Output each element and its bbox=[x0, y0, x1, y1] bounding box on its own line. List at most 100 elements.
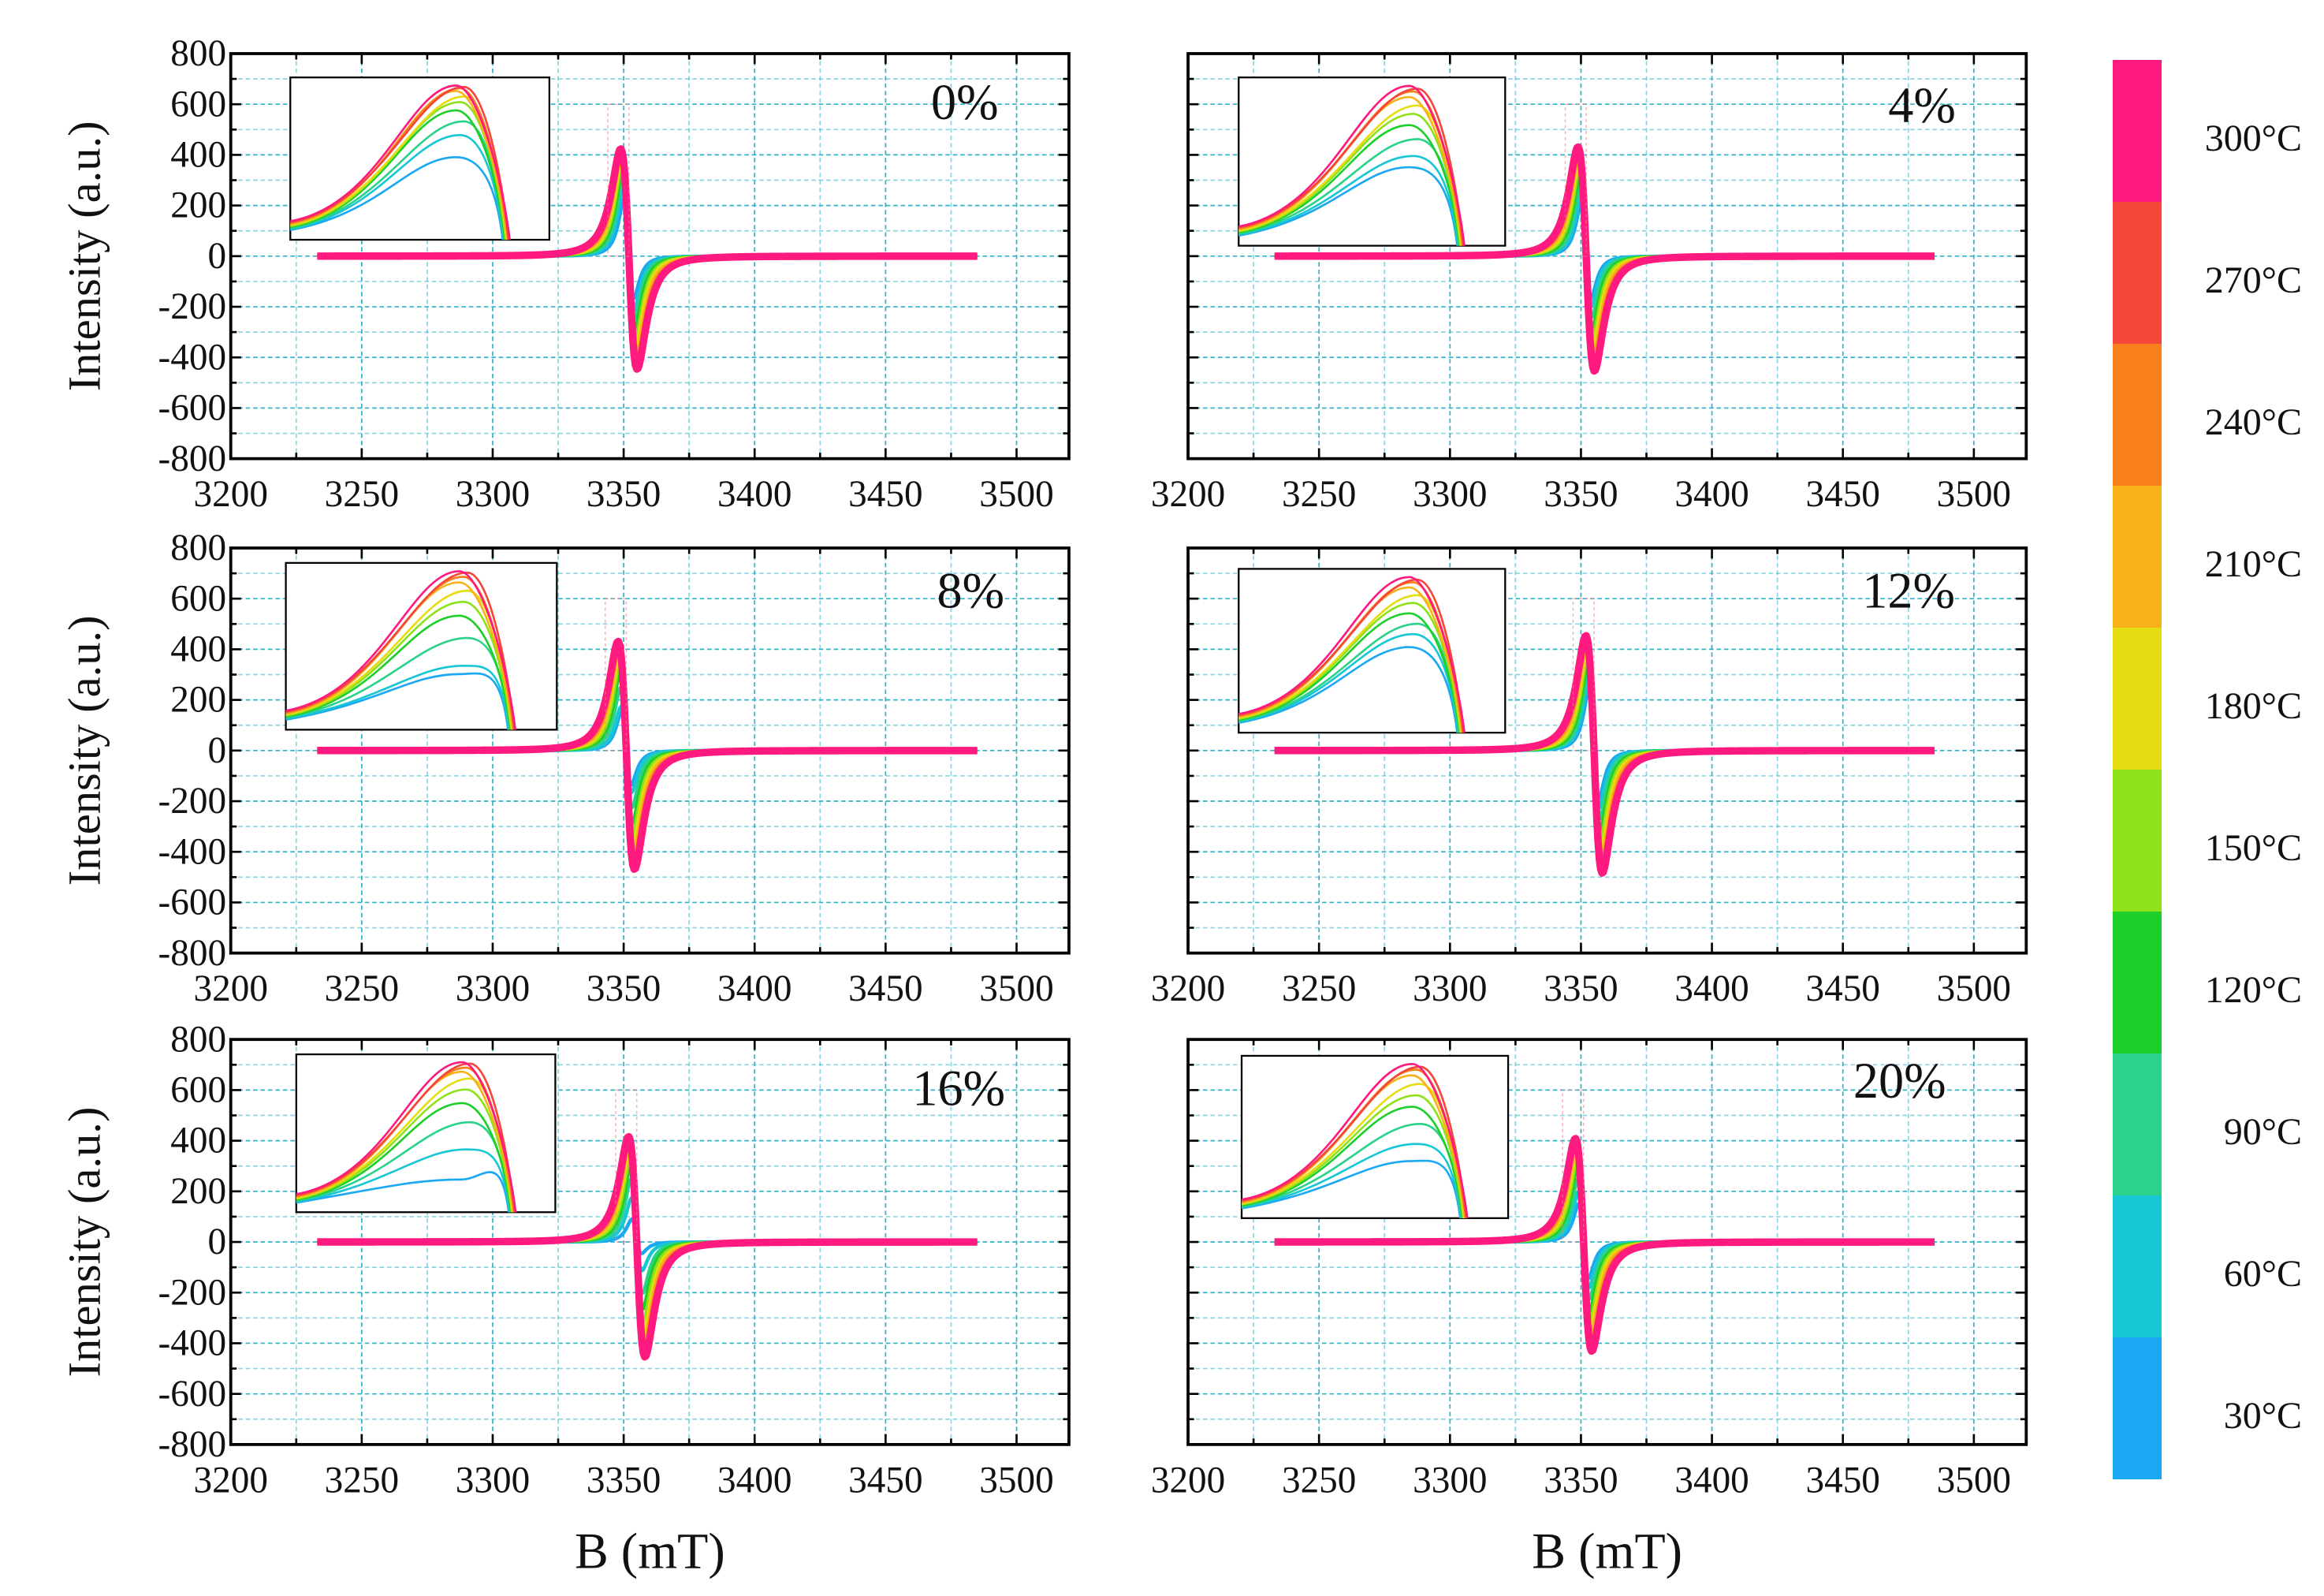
inset-line-270°C bbox=[1238, 578, 1465, 733]
y-tick-label: -800 bbox=[158, 933, 227, 974]
y-tick-label: -600 bbox=[158, 388, 227, 429]
y-tick-label: 400 bbox=[170, 1121, 226, 1162]
x-tick-label: 3200 bbox=[194, 1460, 268, 1501]
x-tick-label: 3400 bbox=[717, 968, 791, 1009]
y-tick-label: -800 bbox=[158, 438, 227, 479]
y-axis-label: Intensity (a.u.) bbox=[59, 1107, 110, 1378]
spectra bbox=[315, 1132, 980, 1361]
inset-line-60°C bbox=[285, 664, 510, 730]
inset-line-300°C bbox=[1238, 576, 1466, 733]
inset-line-120°C bbox=[1241, 1106, 1464, 1218]
panel-label: 16% bbox=[912, 1060, 1005, 1116]
y-tick-label: 400 bbox=[170, 135, 226, 176]
panel-label: 12% bbox=[1862, 563, 1955, 619]
spectra bbox=[1272, 143, 1938, 375]
colorbar-segment bbox=[2113, 912, 2162, 1053]
y-tick-label: 200 bbox=[170, 680, 226, 721]
y-tick-label: 800 bbox=[170, 528, 226, 569]
y-tick-label: 600 bbox=[170, 578, 226, 619]
inset-line-120°C bbox=[1238, 612, 1461, 733]
x-tick-label: 3400 bbox=[717, 1460, 791, 1501]
panel-5: 3200 3250 3300 3350 3400 3450 3500 800 600 400 200… bbox=[59, 1019, 1071, 1579]
x-tick-label: 3400 bbox=[1674, 968, 1749, 1009]
panel-3: 3200 3250 3300 3350 3400 3450 3500 800 600 400 200… bbox=[59, 528, 1071, 1009]
x-tick-label: 3200 bbox=[194, 474, 268, 515]
colorbar-segment bbox=[2113, 60, 2162, 202]
colorbar-segment bbox=[2113, 344, 2162, 486]
y-tick-label: -200 bbox=[158, 286, 227, 327]
inset bbox=[1238, 568, 1507, 734]
y-axis-label: Intensity (a.u.) bbox=[59, 121, 110, 391]
y-tick-label: -200 bbox=[158, 781, 227, 822]
inset bbox=[1240, 1054, 1510, 1219]
y-tick-label: 0 bbox=[207, 730, 226, 771]
inset-line-270°C bbox=[1238, 88, 1465, 246]
panel-6: 3200 3250 3300 3350 3400 3450 3500 B (mT) 20% bbox=[1151, 1038, 2028, 1579]
inset-line-30°C bbox=[290, 155, 505, 241]
x-tick-label: 3350 bbox=[587, 968, 661, 1009]
x-tick-label: 3250 bbox=[325, 1460, 399, 1501]
spectra bbox=[1272, 632, 1938, 877]
inset bbox=[285, 561, 558, 731]
x-tick-label: 3450 bbox=[1806, 968, 1880, 1009]
x-tick-label: 3200 bbox=[194, 968, 268, 1009]
x-tick-label: 3500 bbox=[1937, 1460, 2011, 1501]
x-tick-label: 3450 bbox=[848, 474, 922, 515]
colorbar-label: 300°C bbox=[2205, 117, 2302, 159]
y-tick-label: 200 bbox=[170, 185, 226, 226]
y-tick-label: 600 bbox=[170, 1070, 226, 1111]
colorbar-segment bbox=[2113, 486, 2162, 628]
ticks bbox=[1186, 546, 2027, 954]
inset-line-60°C bbox=[290, 134, 505, 241]
inset-line-30°C bbox=[1241, 1159, 1462, 1218]
spectrum-line-300°C bbox=[315, 637, 980, 874]
panel-label: 4% bbox=[1888, 77, 1956, 133]
inset-line-30°C bbox=[285, 672, 509, 730]
x-tick-label: 3250 bbox=[325, 474, 399, 515]
x-tick-label: 3350 bbox=[1544, 968, 1618, 1009]
colorbar-segment bbox=[2113, 202, 2162, 344]
inset-line-60°C bbox=[1238, 155, 1459, 246]
x-tick-label: 3450 bbox=[1806, 1460, 1880, 1501]
x-tick-label: 3500 bbox=[1937, 474, 2011, 515]
x-tick-label: 3200 bbox=[1151, 474, 1225, 515]
colorbar-label: 180°C bbox=[2205, 685, 2302, 727]
zoom-marker bbox=[615, 1089, 638, 1243]
zoom-marker bbox=[1572, 598, 1595, 751]
inset-line-270°C bbox=[290, 85, 510, 241]
x-tick-label: 3500 bbox=[979, 1460, 1053, 1501]
y-tick-label: 0 bbox=[207, 1221, 226, 1262]
colorbar-label: 270°C bbox=[2205, 259, 2302, 301]
inset-line-30°C bbox=[296, 1171, 510, 1213]
inset-line-300°C bbox=[1238, 84, 1466, 246]
x-axis-label: B (mT) bbox=[575, 1523, 725, 1579]
ticks bbox=[1186, 52, 2027, 460]
panel-label: 0% bbox=[931, 74, 999, 130]
y-tick-label: -600 bbox=[158, 1374, 227, 1415]
zoom-marker bbox=[605, 598, 628, 751]
inset-line-150°C bbox=[296, 1088, 513, 1213]
spectrum-line-300°C bbox=[315, 145, 980, 373]
x-tick-label: 3300 bbox=[456, 1460, 530, 1501]
colorbar-segment bbox=[2113, 628, 2162, 770]
inset-line-300°C bbox=[285, 570, 517, 730]
inset-line-300°C bbox=[296, 1061, 517, 1213]
x-tick-label: 3200 bbox=[1151, 968, 1225, 1009]
colorbar-label: 30°C bbox=[2224, 1395, 2302, 1437]
ticks bbox=[229, 52, 1069, 460]
x-tick-label: 3250 bbox=[325, 968, 399, 1009]
inset bbox=[1238, 76, 1507, 247]
x-tick-label: 3400 bbox=[1674, 1460, 1749, 1501]
panel-2: 3200 3250 3300 3350 3400 3450 3500 4% bbox=[1151, 52, 2028, 515]
y-tick-label: -800 bbox=[158, 1424, 227, 1465]
ticks bbox=[229, 546, 1069, 954]
y-tick-label: 400 bbox=[170, 629, 226, 670]
inset-line-60°C bbox=[296, 1148, 511, 1213]
colorbar-segment bbox=[2113, 1195, 2162, 1337]
panel-label: 20% bbox=[1853, 1053, 1946, 1109]
colorbar-label: 120°C bbox=[2205, 969, 2302, 1011]
x-tick-label: 3450 bbox=[1806, 474, 1880, 515]
y-tick-label: -200 bbox=[158, 1272, 227, 1313]
inset-line-120°C bbox=[290, 109, 506, 241]
y-tick-label: 200 bbox=[170, 1171, 226, 1212]
